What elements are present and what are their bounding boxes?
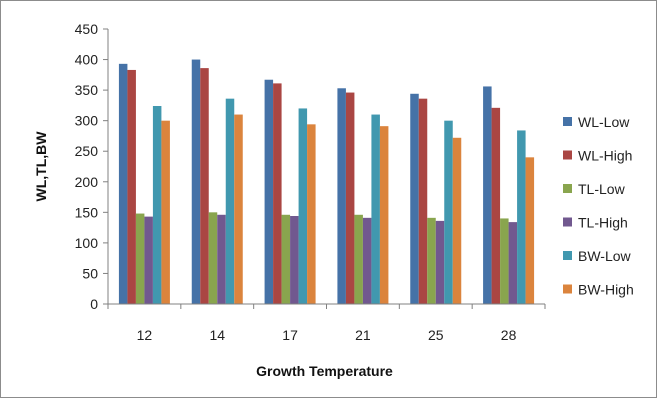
bar-wl-high-28 bbox=[491, 107, 501, 304]
y-tick-label: 450 bbox=[75, 21, 99, 37]
x-tick-label: 14 bbox=[209, 327, 225, 343]
bar-tl-high-25 bbox=[435, 220, 445, 304]
legend-label-tl-low: TL-Low bbox=[578, 181, 626, 197]
bar-bw-low-12 bbox=[152, 106, 162, 304]
y-tick-label: 150 bbox=[75, 204, 99, 220]
legend-swatch-bw-low bbox=[563, 251, 572, 260]
bar-tl-low-25 bbox=[427, 217, 436, 304]
bar-wl-high-21 bbox=[345, 92, 355, 304]
bar-bw-low-14 bbox=[225, 98, 235, 305]
bar-tl-high-21 bbox=[362, 217, 372, 304]
legend-swatch-tl-high bbox=[563, 217, 572, 227]
legend-label-bw-low: BW-Low bbox=[578, 248, 632, 264]
bar-wl-low-28 bbox=[483, 86, 492, 304]
x-tick-label: 21 bbox=[355, 327, 371, 343]
bar-wl-low-17 bbox=[264, 79, 274, 304]
bar-bw-high-12 bbox=[161, 120, 170, 305]
legend-label-tl-high: TL-High bbox=[578, 215, 628, 231]
y-axis-title: WL,TL,BW bbox=[33, 131, 49, 202]
x-axis-ticks: 12 14 17 21 25 28 bbox=[107, 304, 546, 343]
bar-bw-low-25 bbox=[444, 120, 453, 305]
x-tick-label: 28 bbox=[501, 327, 517, 343]
y-tick-label: 300 bbox=[75, 113, 99, 129]
bar-bw-low-28 bbox=[517, 130, 526, 304]
bar-tl-high-14 bbox=[217, 214, 226, 304]
bar-tl-high-17 bbox=[290, 216, 299, 304]
bar-tl-low-17 bbox=[281, 214, 291, 304]
bar-wl-low-14 bbox=[191, 59, 201, 304]
bar-tl-high-12 bbox=[144, 216, 153, 304]
bar-tl-low-14 bbox=[208, 212, 218, 304]
y-tick-label: 200 bbox=[75, 174, 99, 190]
x-axis-title: Growth Temperature bbox=[256, 363, 393, 379]
y-tick-label: 250 bbox=[75, 143, 99, 159]
bar-wl-high-25 bbox=[418, 98, 428, 305]
bar-tl-low-28 bbox=[500, 218, 509, 304]
bar-wl-low-25 bbox=[410, 93, 419, 305]
bar-bw-high-14 bbox=[234, 114, 243, 304]
bar-wl-high-12 bbox=[127, 69, 136, 304]
legend-label-bw-high: BW-High bbox=[578, 282, 634, 298]
x-tick-label: 25 bbox=[428, 327, 444, 343]
y-tick-label: 100 bbox=[75, 235, 99, 251]
bar-bw-high-17 bbox=[307, 124, 316, 304]
y-axis-ticks: 0 50 100 150 200 250 300 350 400 450 bbox=[75, 21, 108, 312]
bar-wl-high-17 bbox=[273, 83, 282, 304]
bar-bw-high-28 bbox=[525, 157, 535, 304]
legend-swatch-bw-high bbox=[563, 284, 572, 294]
x-tick-label: 12 bbox=[137, 327, 153, 343]
bars bbox=[118, 59, 535, 305]
y-tick-label: 50 bbox=[82, 265, 98, 281]
legend-swatch-wl-low bbox=[563, 117, 572, 126]
bar-tl-high-28 bbox=[508, 222, 518, 304]
bar-bw-high-25 bbox=[452, 137, 462, 304]
y-tick-label: 400 bbox=[75, 52, 99, 68]
legend: WL-Low WL-High TL-Low TL-High BW-Low BW-High bbox=[563, 114, 634, 298]
bar-tl-low-12 bbox=[135, 213, 145, 304]
legend-swatch-tl-low bbox=[563, 184, 572, 193]
bar-bw-low-21 bbox=[371, 114, 380, 304]
legend-label-wl-high: WL-High bbox=[578, 148, 632, 164]
bar-bw-low-17 bbox=[298, 108, 308, 304]
bar-wl-high-14 bbox=[200, 68, 209, 304]
y-tick-label: 0 bbox=[90, 296, 98, 312]
legend-swatch-wl-high bbox=[563, 150, 572, 160]
bar-wl-low-12 bbox=[118, 63, 128, 305]
bar-wl-low-21 bbox=[337, 88, 346, 305]
bar-bw-high-21 bbox=[379, 126, 389, 305]
x-tick-label: 17 bbox=[282, 327, 298, 343]
legend-label-wl-low: WL-Low bbox=[578, 114, 630, 130]
y-tick-label: 350 bbox=[75, 82, 99, 98]
bar-tl-low-21 bbox=[354, 214, 363, 304]
